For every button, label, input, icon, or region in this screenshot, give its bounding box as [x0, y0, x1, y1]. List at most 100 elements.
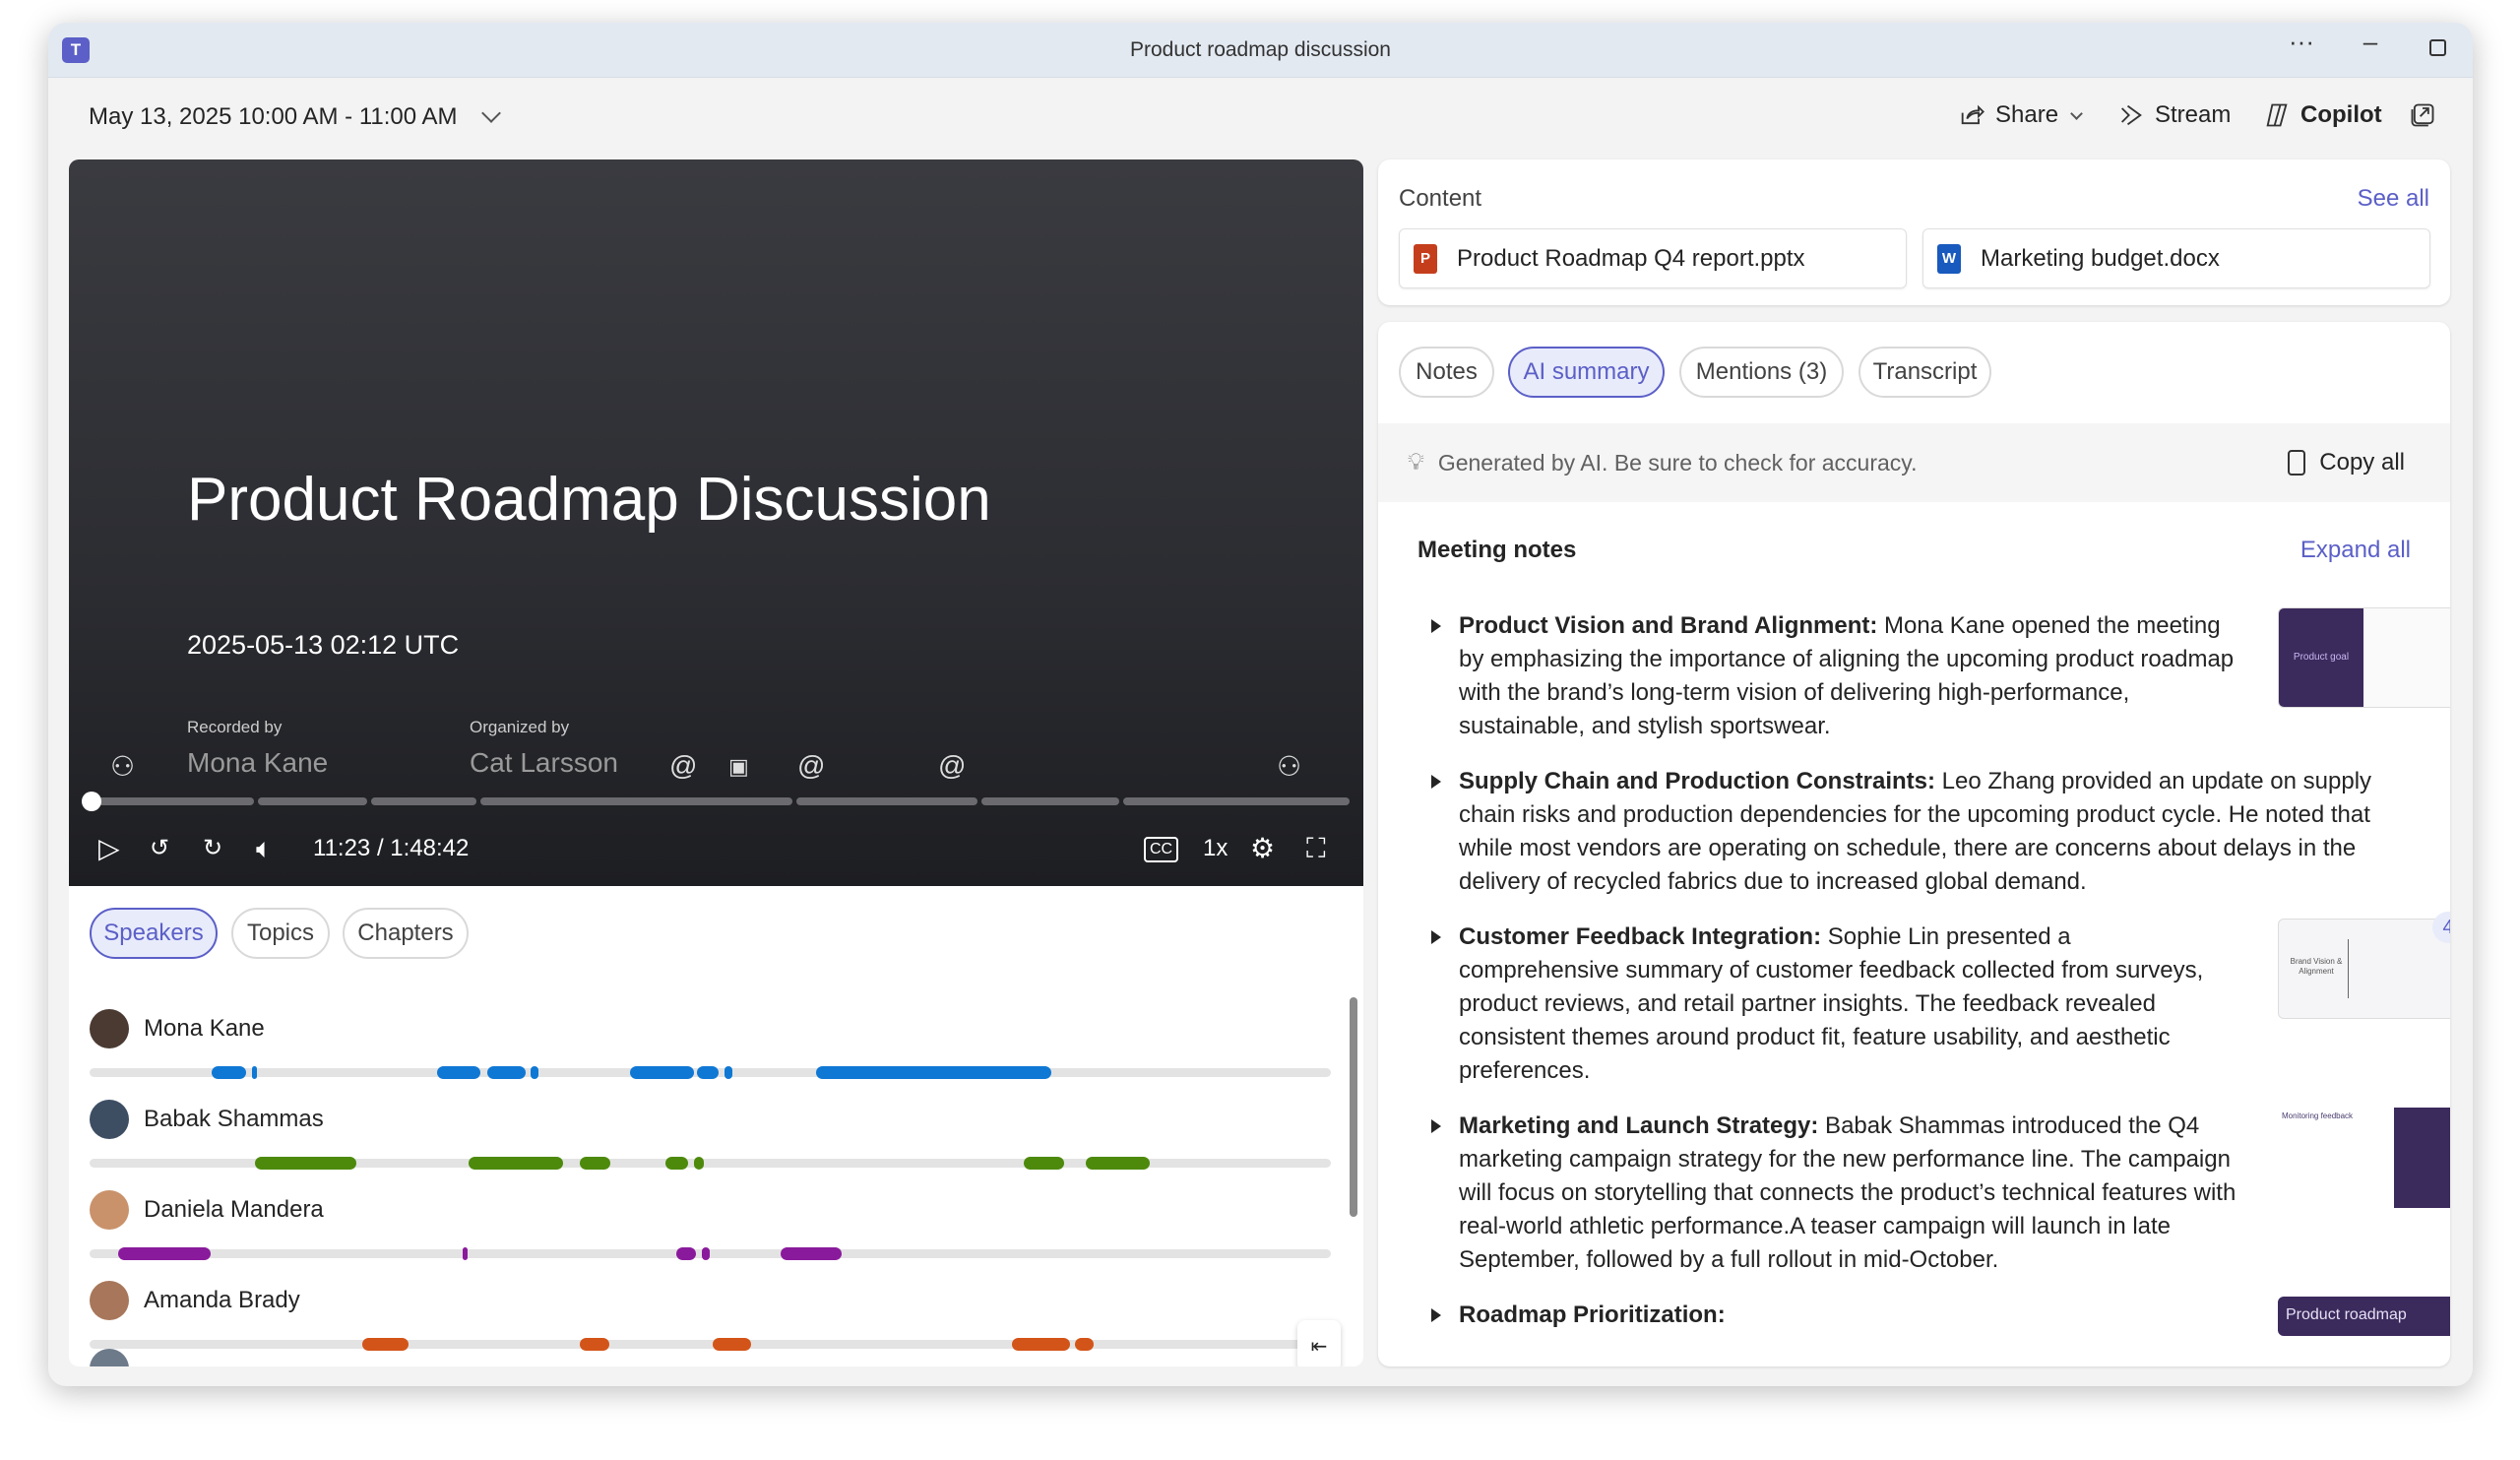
speaking-segment[interactable]: [463, 1247, 469, 1260]
file-item[interactable]: W Marketing budget.docx: [1922, 228, 2430, 288]
speaker-name: Mona Kane: [144, 1015, 265, 1042]
chapter-segment[interactable]: [479, 797, 793, 805]
video-player[interactable]: Product Roadmap Discussion 2025-05-13 02…: [69, 159, 1363, 886]
tab-topics[interactable]: Topics: [231, 908, 330, 959]
speaking-segment[interactable]: [724, 1066, 733, 1079]
speaking-segment[interactable]: [579, 1338, 609, 1351]
stream-button[interactable]: Stream: [2117, 101, 2231, 129]
playback-speed-button[interactable]: 1x: [1203, 835, 1228, 861]
speaker-track[interactable]: [90, 1247, 1331, 1260]
speaking-segment[interactable]: [697, 1066, 720, 1079]
slide-thumbnail[interactable]: Product roadmap: [2278, 1297, 2450, 1336]
tab-transcript[interactable]: Transcript: [1858, 347, 1991, 398]
recorded-by-label: Recorded by: [187, 718, 283, 736]
note-item[interactable]: Customer Feedback Integration: Sophie Li…: [1431, 912, 2450, 1088]
more-options-icon[interactable]: ···: [2289, 27, 2314, 56]
volume-button[interactable]: 🔈︎: [256, 833, 273, 863]
organized-by-name: Cat Larsson: [470, 747, 618, 778]
expand-all-link[interactable]: Expand all: [2300, 537, 2411, 563]
file-name: Product Roadmap Q4 report.pptx: [1457, 244, 1805, 272]
chapter-segment[interactable]: [371, 797, 476, 805]
speaking-segment[interactable]: [693, 1157, 705, 1170]
tab-notes[interactable]: Notes: [1399, 347, 1494, 398]
maximize-button[interactable]: [2413, 32, 2462, 63]
tab-mentions[interactable]: Mentions (3): [1679, 347, 1844, 398]
note-heading: Supply Chain and Production Constraints:: [1459, 768, 1936, 794]
copy-all-button[interactable]: Copy all: [2288, 423, 2405, 502]
speaking-segment[interactable]: [629, 1066, 694, 1079]
expand-triangle-icon[interactable]: [1431, 1308, 1441, 1322]
mention-marker-icon[interactable]: @: [669, 750, 698, 781]
speaking-segment[interactable]: [780, 1247, 843, 1260]
speaking-segment[interactable]: [676, 1247, 696, 1260]
participant-join-icon[interactable]: ⚇: [110, 751, 136, 782]
date-selector[interactable]: May 13, 2025 10:00 AM - 11:00 AM: [89, 103, 502, 131]
play-button[interactable]: ▷: [98, 833, 120, 863]
slide-thumbnail[interactable]: Monitoring feedback: [2278, 1108, 2450, 1208]
see-all-link[interactable]: See all: [2357, 185, 2429, 212]
speaking-segment[interactable]: [1012, 1338, 1071, 1351]
expand-triangle-icon[interactable]: [1431, 619, 1441, 633]
chapter-segment[interactable]: [90, 797, 255, 805]
speaker-track[interactable]: [90, 1157, 1331, 1170]
forward-10-button[interactable]: ↻: [203, 835, 223, 861]
speaking-segment[interactable]: [1085, 1157, 1150, 1170]
caption-marker-icon[interactable]: ▣: [728, 754, 749, 779]
speaking-segment[interactable]: [436, 1066, 480, 1079]
speaking-segment[interactable]: [362, 1338, 409, 1351]
settings-gear-icon[interactable]: ⚙: [1250, 833, 1276, 863]
chapter-segment[interactable]: [1122, 797, 1350, 805]
slide-thumbnail[interactable]: Brand Vision & Alignment 4: [2278, 912, 2450, 1019]
fullscreen-button[interactable]: ⛶: [1306, 833, 1326, 863]
speaking-segment[interactable]: [255, 1157, 357, 1170]
share-button[interactable]: Share: [1958, 101, 2083, 129]
speaking-segment[interactable]: [486, 1066, 527, 1079]
rewind-10-button[interactable]: ↺: [150, 835, 170, 861]
participant-leave-icon[interactable]: ⚇: [1277, 751, 1302, 782]
speaker-track[interactable]: [90, 1066, 1331, 1079]
collapse-panel-button[interactable]: ⇤: [1297, 1320, 1341, 1366]
chevron-down-icon: [2070, 106, 2083, 120]
expand-triangle-icon[interactable]: [1431, 930, 1441, 944]
captions-button[interactable]: CC: [1144, 837, 1179, 862]
note-item[interactable]: Supply Chain and Production Constraints:…: [1431, 765, 2435, 899]
speaking-segment[interactable]: [701, 1247, 710, 1260]
pop-out-button[interactable]: [2409, 101, 2436, 129]
playhead-handle[interactable]: [82, 792, 101, 811]
tab-speakers[interactable]: Speakers: [90, 908, 218, 959]
speaking-segment[interactable]: [530, 1066, 538, 1079]
note-item[interactable]: Roadmap Prioritization: Product roadmap: [1431, 1297, 2450, 1336]
speaking-segment[interactable]: [212, 1066, 246, 1079]
file-item[interactable]: P Product Roadmap Q4 report.pptx: [1399, 228, 1907, 288]
progress-bar[interactable]: [90, 797, 1350, 805]
speaking-segment[interactable]: [713, 1338, 751, 1351]
slide-thumbnail[interactable]: Product goal: [2278, 607, 2450, 708]
mention-marker-icon[interactable]: @: [938, 750, 967, 781]
mention-marker-icon[interactable]: @: [797, 750, 826, 781]
minimize-button[interactable]: –: [2362, 27, 2378, 56]
speaking-segment[interactable]: [579, 1157, 610, 1170]
speaking-segment[interactable]: [469, 1157, 564, 1170]
speaking-segment[interactable]: [1075, 1338, 1094, 1351]
avatar: [90, 1281, 129, 1320]
share-icon: [1961, 104, 1984, 125]
tab-chapters[interactable]: Chapters: [343, 908, 469, 959]
speaking-segment[interactable]: [815, 1066, 1051, 1079]
scrollbar[interactable]: [1350, 997, 1357, 1217]
tab-ai-summary[interactable]: AI summary: [1508, 347, 1665, 398]
chapter-segment[interactable]: [981, 797, 1119, 805]
copilot-button[interactable]: Copilot: [2263, 101, 2382, 129]
note-item[interactable]: Product Vision and Brand Alignment: Mona…: [1431, 607, 2450, 743]
speaking-segment[interactable]: [664, 1157, 688, 1170]
note-item[interactable]: Marketing and Launch Strategy: Babak Sha…: [1431, 1108, 2450, 1277]
speaking-segment[interactable]: [251, 1066, 257, 1079]
speaking-segment[interactable]: [1023, 1157, 1064, 1170]
expand-triangle-icon[interactable]: [1431, 1119, 1441, 1133]
chapter-segment[interactable]: [796, 797, 978, 805]
speaking-segment[interactable]: [118, 1247, 211, 1260]
notes-card: Notes AI summary Mentions (3) Transcript…: [1378, 322, 2450, 1366]
date-range: May 13, 2025 10:00 AM - 11:00 AM: [89, 103, 458, 130]
expand-triangle-icon[interactable]: [1431, 775, 1441, 789]
speaker-track[interactable]: [90, 1338, 1331, 1351]
chapter-segment[interactable]: [258, 797, 368, 805]
